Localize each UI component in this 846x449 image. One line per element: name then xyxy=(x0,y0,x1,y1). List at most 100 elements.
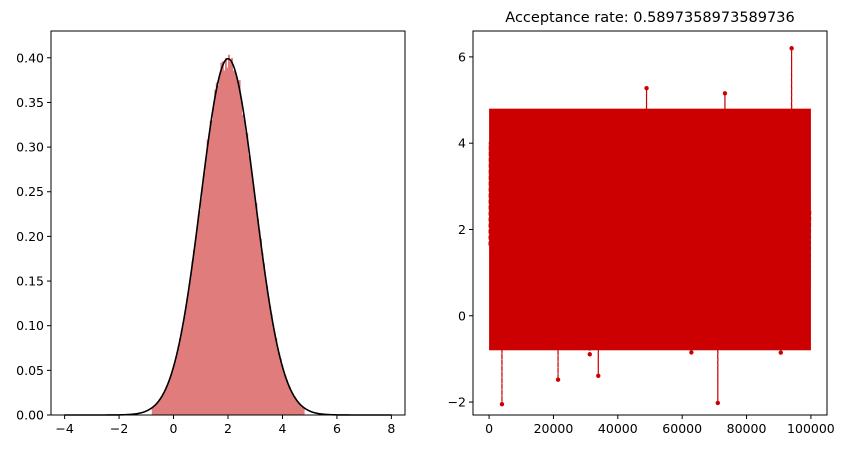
histogram-y-axis: 0.00 0.05 0.10 0.15 0.20 0.25 0.30 0.35 0.40 xyxy=(16,50,51,423)
trace-plot-area xyxy=(488,46,812,407)
trace-point xyxy=(722,91,728,96)
histogram-bar xyxy=(151,407,154,415)
histogram-panel: −4 −2 0 2 4 6 8 0.000.050.100.150.200.250.300.… xyxy=(16,30,406,436)
histogram-bar xyxy=(293,396,296,415)
trace-y-tick-label: −2 xyxy=(448,395,466,410)
trace-point xyxy=(644,85,649,91)
trace-point xyxy=(555,377,561,382)
histogram-bar xyxy=(238,80,241,415)
histogram-bar xyxy=(192,250,195,415)
histogram-bar xyxy=(264,279,267,415)
histogram-bar xyxy=(156,402,159,415)
histogram-bar xyxy=(223,70,226,415)
trace-axes-frame xyxy=(472,30,828,416)
trace-point xyxy=(715,400,721,406)
trace-y-tick-label: 6 xyxy=(458,49,466,64)
histogram-bar xyxy=(168,380,171,415)
histogram-bar xyxy=(284,375,287,415)
histogram-bar xyxy=(197,214,200,415)
histogram-bar xyxy=(160,397,163,415)
histogram-x-tick-label: −2 xyxy=(110,421,128,436)
histogram-y-tick-label: 0.30 xyxy=(16,140,44,155)
histogram-bar xyxy=(273,332,276,415)
histogram-bar xyxy=(255,202,258,415)
trace-x-tick-label: 80000 xyxy=(727,421,767,436)
histogram-bar xyxy=(302,407,305,415)
histogram-bar xyxy=(256,218,259,415)
histogram-bar xyxy=(218,74,221,415)
trace-panel: 0 20000 40000 60000 80000 100000 −2 0 2 4 6 Accep… xyxy=(448,10,835,436)
histogram-bar xyxy=(287,384,290,415)
histogram-bar xyxy=(183,315,186,415)
histogram-bar xyxy=(224,58,227,416)
trace-point xyxy=(789,46,794,51)
histogram-bar xyxy=(290,390,293,415)
histogram-bar xyxy=(246,133,249,415)
histogram-bar xyxy=(281,365,284,415)
histogram-bar xyxy=(165,387,168,415)
trace-y-tick-label: 0 xyxy=(458,308,466,323)
trace-point xyxy=(587,352,592,357)
histogram-x-tick-label: 0 xyxy=(170,421,178,436)
histogram-x-tick-label: −4 xyxy=(55,421,73,436)
histogram-bar xyxy=(231,57,233,416)
histogram-bar xyxy=(174,360,177,415)
histogram-bar xyxy=(266,286,269,415)
histogram-bar xyxy=(258,230,261,415)
trace-line xyxy=(488,48,812,405)
trace-y-tick-label: 4 xyxy=(458,136,466,151)
histogram-bar xyxy=(209,121,212,416)
histogram-bar xyxy=(240,98,243,416)
histogram-bar xyxy=(189,277,192,415)
histogram-bar xyxy=(269,306,272,415)
histogram-bar xyxy=(176,354,179,415)
histogram-bar xyxy=(250,173,253,415)
histogram-bar xyxy=(267,296,270,415)
trace-point xyxy=(689,350,694,355)
histogram-bar xyxy=(226,67,229,416)
histogram-bar xyxy=(282,372,285,415)
histogram-bar xyxy=(162,393,165,415)
histogram-bar xyxy=(252,183,255,415)
histogram-bar xyxy=(205,158,208,415)
histogram-x-tick-label: 8 xyxy=(387,421,395,436)
trace-x-tick-label: 0 xyxy=(485,421,493,436)
histogram-bar xyxy=(170,375,172,415)
histogram-bar xyxy=(173,365,176,415)
histogram-bar xyxy=(180,330,183,415)
trace-x-tick-label: 40000 xyxy=(598,421,638,436)
histogram-bar xyxy=(215,82,218,415)
trace-x-tick-label: 60000 xyxy=(662,421,702,436)
histogram-bar xyxy=(171,371,174,415)
histogram-bar xyxy=(220,62,223,415)
histogram-bar xyxy=(203,172,206,415)
histogram-bar xyxy=(182,326,185,415)
histogram-bar xyxy=(200,199,203,415)
histogram-bar xyxy=(154,404,157,415)
histogram-y-tick-label: 0.40 xyxy=(16,50,44,65)
histogram-bar xyxy=(208,136,211,415)
trace-title: Acceptance rate: 0.5897358973589736 xyxy=(505,10,794,26)
histogram-bar xyxy=(263,263,265,415)
trace-x-tick-label: 20000 xyxy=(534,421,574,436)
histogram-bar xyxy=(234,72,237,416)
histogram-y-tick-label: 0.10 xyxy=(16,318,44,333)
trace-point xyxy=(596,373,601,378)
histogram-y-tick-label: 0.35 xyxy=(16,95,44,110)
histogram-bar xyxy=(275,337,278,415)
histogram-y-tick-label: 0.00 xyxy=(16,408,44,423)
histogram-bar xyxy=(241,114,244,415)
histogram-bar xyxy=(228,54,230,416)
histogram-bar xyxy=(253,198,256,415)
histogram-bar xyxy=(157,400,160,415)
histogram-y-tick-label: 0.15 xyxy=(16,274,44,289)
histogram-bar xyxy=(244,131,247,415)
histogram-bar xyxy=(272,325,275,415)
trace-x-axis: 0 20000 40000 60000 80000 100000 xyxy=(485,415,835,436)
trace-y-axis: −2 0 2 4 6 xyxy=(448,49,473,410)
histogram-bar xyxy=(235,77,238,415)
histogram-bar xyxy=(249,162,252,415)
trace-point xyxy=(499,402,505,407)
histogram-bar xyxy=(188,288,191,415)
histogram-bar xyxy=(288,387,291,415)
